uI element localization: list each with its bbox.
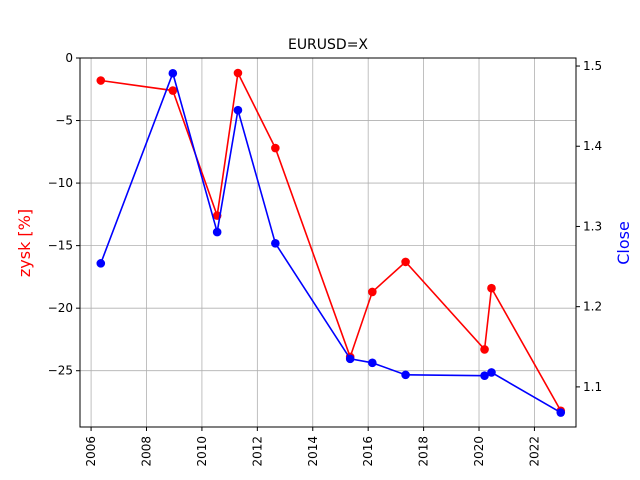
chart-title: EURUSD=X [288, 37, 368, 53]
y-left-tick-label: −10 [48, 176, 73, 190]
plot-frame [79, 57, 577, 428]
series-right-point [168, 68, 178, 78]
ticks: 2006 2008 2010 2012 2014 2016 2018 2020 2022 0 −5 −… [48, 51, 602, 467]
series-right-point [345, 354, 355, 364]
x-tick-label: 2006 [84, 436, 98, 467]
series-left-point [96, 76, 106, 85]
series-left-point [368, 287, 377, 297]
series-right-point [480, 371, 489, 380]
x-tick-label: 2022 [527, 436, 541, 467]
series-right-point [233, 105, 243, 115]
y-right-tick-label: 1.4 [583, 139, 602, 153]
series-right-point [487, 368, 496, 377]
x-tick-label: 2012 [250, 436, 264, 467]
series-right-point [96, 259, 106, 268]
y-right-tick-label: 1.1 [583, 380, 602, 394]
series-layer [96, 68, 566, 417]
x-tick-label: 2014 [306, 436, 320, 467]
series-right-line [100, 70, 562, 414]
y-left-tick-label: −15 [48, 239, 73, 253]
series-right-point [271, 239, 280, 248]
y-axis-right-label: Close [614, 221, 633, 265]
series-left-point [168, 86, 178, 95]
series-left-point [401, 257, 410, 267]
y-left-tick-label: 0 [65, 51, 73, 65]
x-tick-label: 2016 [361, 436, 375, 467]
series-right-point [368, 358, 377, 368]
y-left-tick-label: −20 [48, 301, 73, 315]
y-right-tick-label: 1.3 [583, 219, 602, 233]
series-left-point [480, 345, 489, 354]
grid [80, 57, 576, 427]
series-right-point [401, 370, 410, 380]
series-left-point [271, 143, 280, 153]
x-tick-label: 2008 [140, 436, 154, 467]
y-left-tick-label: −5 [55, 114, 73, 128]
y-right-tick-label: 1.2 [583, 300, 602, 314]
x-tick-label: 2018 [417, 436, 431, 467]
x-tick-label: 2020 [472, 436, 486, 467]
series-left-point [487, 283, 496, 293]
y-axis-left-label: zysk [%] [15, 209, 34, 277]
x-tick-label: 2010 [195, 436, 209, 467]
series-left-line [100, 70, 562, 412]
y-left-tick-label: −25 [48, 364, 73, 378]
series-right-point [556, 408, 566, 417]
y-right-tick-label: 1.5 [583, 59, 602, 73]
series-left-point [233, 68, 243, 78]
series-right-point [212, 227, 222, 237]
